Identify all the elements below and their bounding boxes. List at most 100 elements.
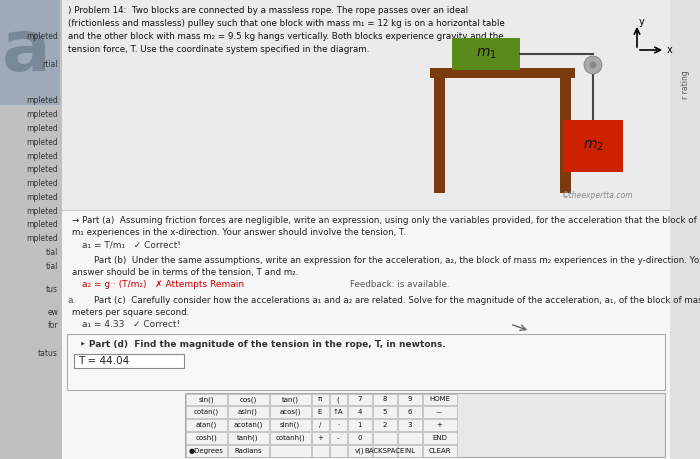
Text: meters per square second.: meters per square second.: [72, 308, 190, 317]
Text: r rating: r rating: [680, 71, 690, 100]
Bar: [312, 406, 328, 418]
Text: (: (: [337, 396, 340, 403]
Bar: [0, 0, 60, 105]
Bar: [423, 419, 456, 431]
Text: π: π: [318, 397, 322, 403]
Text: → Part (a)  Assuming friction forces are negligible, write an expression, using : → Part (a) Assuming friction forces are …: [72, 216, 700, 225]
Text: mpleted: mpleted: [27, 207, 58, 216]
Text: answer should be in terms of the tension, T and m₂.: answer should be in terms of the tension…: [72, 268, 298, 277]
Bar: [347, 393, 372, 405]
Text: INL: INL: [404, 448, 415, 453]
Text: BACKSPACE: BACKSPACE: [364, 448, 405, 453]
Text: a.: a.: [68, 296, 76, 305]
Text: ●Degrees: ●Degrees: [188, 448, 223, 453]
Text: tatus: tatus: [38, 349, 58, 358]
Bar: [670, 0, 700, 459]
Text: ↑A: ↑A: [332, 409, 343, 415]
Bar: [330, 419, 346, 431]
Text: 2: 2: [382, 422, 386, 428]
Text: tan(): tan(): [281, 396, 298, 403]
Text: ©theexpertta.com: ©theexpertta.com: [561, 191, 633, 200]
Bar: [186, 393, 227, 405]
Bar: [398, 406, 421, 418]
Text: acotan(): acotan(): [233, 422, 262, 428]
Text: 4: 4: [357, 409, 362, 415]
Text: a₁ = T/m₁   ✓ Correct!: a₁ = T/m₁ ✓ Correct!: [82, 240, 181, 249]
Bar: [67, 334, 665, 390]
Bar: [186, 406, 227, 418]
Text: Feedback: is available.: Feedback: is available.: [350, 280, 449, 289]
Bar: [347, 406, 372, 418]
Bar: [312, 393, 328, 405]
Bar: [185, 393, 665, 457]
Text: ) Problem 14:  Two blocks are connected by a massless rope. The rope passes over: ) Problem 14: Two blocks are connected b…: [68, 6, 468, 15]
Text: 1: 1: [357, 422, 362, 428]
Bar: [270, 445, 311, 457]
Bar: [330, 432, 346, 444]
Text: tus: tus: [46, 285, 58, 294]
Text: 9: 9: [407, 397, 412, 403]
Text: tial: tial: [46, 262, 58, 271]
Text: mpleted: mpleted: [27, 110, 58, 119]
Text: mpleted: mpleted: [27, 220, 58, 230]
Bar: [347, 432, 372, 444]
Text: +: +: [317, 435, 323, 441]
Bar: [398, 445, 421, 457]
Text: 5: 5: [382, 409, 386, 415]
Bar: [430, 68, 575, 78]
Bar: [186, 432, 227, 444]
Circle shape: [584, 56, 602, 74]
Bar: [560, 78, 571, 193]
Bar: [398, 432, 421, 444]
Text: and the other block with mass m₂ = 9.5 kg hangs vertically. Both blocks experien: and the other block with mass m₂ = 9.5 k…: [68, 32, 503, 41]
Bar: [372, 406, 396, 418]
Text: cotan(): cotan(): [193, 409, 218, 415]
Text: mpleted: mpleted: [27, 124, 58, 133]
Text: mpleted: mpleted: [27, 151, 58, 161]
Bar: [270, 419, 311, 431]
Bar: [347, 445, 372, 457]
Bar: [372, 419, 396, 431]
Bar: [330, 406, 346, 418]
Bar: [372, 393, 396, 405]
Text: $m_2$: $m_2$: [582, 139, 603, 153]
Bar: [228, 406, 269, 418]
Text: for: for: [48, 321, 58, 330]
Text: tension force, T. Use the coordinate system specified in the diagram.: tension force, T. Use the coordinate sys…: [68, 45, 370, 54]
Text: mpleted: mpleted: [27, 193, 58, 202]
Text: a: a: [1, 17, 50, 86]
Bar: [423, 393, 456, 405]
Circle shape: [589, 62, 596, 68]
Text: 3: 3: [407, 422, 412, 428]
Text: END: END: [432, 435, 447, 441]
Bar: [434, 78, 445, 193]
Text: mpleted: mpleted: [27, 179, 58, 188]
Text: a₂ = g · (T/m₂)   ✗ Attempts Remain: a₂ = g · (T/m₂) ✗ Attempts Remain: [82, 280, 244, 289]
Text: ew: ew: [47, 308, 58, 317]
Text: atan(): atan(): [195, 422, 216, 428]
Text: sinh(): sinh(): [280, 422, 300, 428]
Text: rtial: rtial: [43, 60, 58, 69]
Text: HOME: HOME: [429, 397, 450, 403]
Text: $m_1$: $m_1$: [475, 47, 496, 61]
Bar: [270, 406, 311, 418]
Bar: [398, 393, 421, 405]
Text: +: +: [437, 422, 442, 428]
Bar: [62, 0, 670, 210]
Bar: [423, 445, 456, 457]
Bar: [186, 419, 227, 431]
Bar: [347, 419, 372, 431]
Text: y: y: [639, 17, 645, 27]
Bar: [228, 393, 269, 405]
Text: ·: ·: [337, 422, 339, 428]
Bar: [74, 354, 184, 368]
Text: tial: tial: [46, 248, 58, 257]
Text: Part (b)  Under the same assumptions, write an expression for the acceleration, : Part (b) Under the same assumptions, wri…: [72, 256, 700, 265]
Bar: [312, 419, 328, 431]
Bar: [423, 406, 456, 418]
Text: mpleted: mpleted: [27, 138, 58, 147]
Text: acos(): acos(): [279, 409, 301, 415]
Text: cos(): cos(): [239, 396, 257, 403]
Bar: [186, 445, 227, 457]
Bar: [228, 419, 269, 431]
